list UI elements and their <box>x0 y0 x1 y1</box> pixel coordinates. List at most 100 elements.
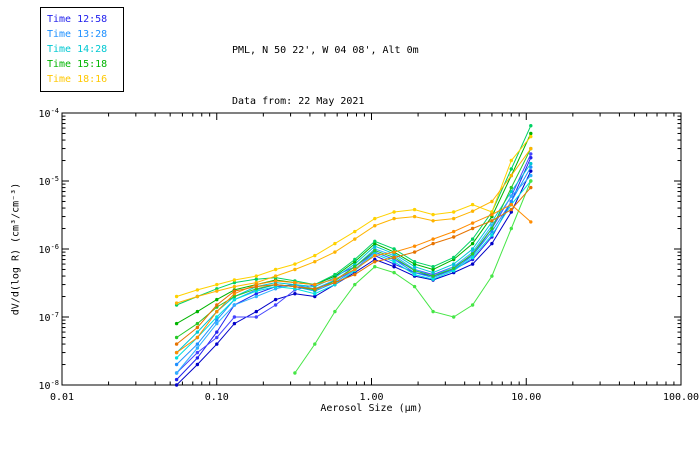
data-point <box>452 235 456 239</box>
data-point <box>333 280 337 285</box>
data-point <box>412 284 417 289</box>
plot-title: PML, N 50 22', W 04 08', Alt 0m <box>232 45 419 56</box>
data-point <box>392 270 396 275</box>
data-point <box>529 185 533 190</box>
data-point <box>313 292 317 296</box>
x-tick-label: 0.10 <box>205 392 229 403</box>
data-point <box>452 266 456 270</box>
data-point <box>333 250 337 254</box>
data-point <box>509 158 513 163</box>
data-point <box>373 260 377 264</box>
data-point <box>333 309 337 314</box>
data-point <box>470 247 475 251</box>
data-point <box>509 210 513 214</box>
data-point <box>195 294 200 299</box>
data-point <box>470 241 475 246</box>
data-point <box>215 321 219 326</box>
data-point <box>452 315 456 319</box>
data-point <box>232 321 237 326</box>
data-point <box>470 255 475 260</box>
data-point <box>529 220 533 224</box>
data-point <box>509 189 513 194</box>
data-point <box>232 292 237 296</box>
x-tick-label: 1.00 <box>359 392 383 403</box>
data-point <box>490 274 494 278</box>
data-point <box>412 244 417 248</box>
data-point <box>509 185 513 190</box>
data-point <box>313 253 317 258</box>
data-point <box>490 199 494 204</box>
data-point <box>452 262 456 266</box>
data-point <box>195 325 200 330</box>
data-point <box>215 297 219 302</box>
data-point <box>392 247 396 251</box>
data-point <box>293 267 297 272</box>
data-point <box>470 221 475 225</box>
data-point <box>254 284 258 289</box>
data-point <box>412 260 417 264</box>
data-point <box>373 224 377 228</box>
data-point <box>215 318 219 322</box>
data-point <box>174 362 179 367</box>
data-point <box>273 297 278 302</box>
data-point <box>412 207 417 212</box>
data-point <box>215 309 219 314</box>
data-point <box>313 294 317 299</box>
data-point <box>412 250 417 254</box>
data-point <box>353 237 357 241</box>
data-point <box>452 229 456 234</box>
data-point <box>293 371 297 375</box>
data-point <box>373 239 377 243</box>
data-point <box>452 255 456 260</box>
data-point <box>490 226 494 231</box>
data-point <box>529 165 533 169</box>
x-tick-label: 0.01 <box>50 392 74 403</box>
plot-header: PML, N 50 22', W 04 08', Alt 0m Data fro… <box>232 8 419 144</box>
data-point <box>232 278 237 282</box>
x-axis-label: Aerosol Size (μm) <box>320 403 423 414</box>
data-point <box>431 277 435 281</box>
data-point <box>195 356 200 360</box>
data-point <box>470 252 475 256</box>
data-point <box>509 226 513 231</box>
data-point <box>412 262 417 266</box>
data-point <box>215 330 219 334</box>
data-point <box>412 272 417 277</box>
data-point <box>353 257 357 262</box>
data-point <box>509 202 513 207</box>
data-point <box>431 270 435 275</box>
data-point <box>293 262 297 266</box>
series-line <box>176 148 532 304</box>
data-point <box>490 229 494 234</box>
data-point <box>452 210 456 214</box>
data-point <box>273 267 278 272</box>
data-point <box>195 321 200 326</box>
data-point <box>215 315 219 319</box>
data-point <box>333 272 337 277</box>
data-point <box>353 229 357 234</box>
data-point <box>392 250 396 254</box>
data-point <box>431 267 435 272</box>
data-point <box>195 342 200 346</box>
data-point <box>529 124 533 128</box>
data-point <box>431 274 435 278</box>
data-point <box>254 309 258 314</box>
data-point <box>232 303 237 307</box>
data-point <box>232 284 237 289</box>
data-point <box>412 214 417 219</box>
data-point <box>373 244 377 248</box>
data-point <box>490 241 494 246</box>
data-point <box>215 289 219 293</box>
data-point <box>470 303 475 307</box>
y-tick-label: 10-5 <box>39 175 59 188</box>
data-point <box>273 274 278 278</box>
data-point <box>431 241 435 246</box>
data-point <box>392 255 396 260</box>
data-point <box>313 342 317 346</box>
y-tick-label: 10-7 <box>39 311 59 324</box>
data-point <box>195 335 200 340</box>
data-point <box>509 167 513 171</box>
data-point <box>470 237 475 241</box>
